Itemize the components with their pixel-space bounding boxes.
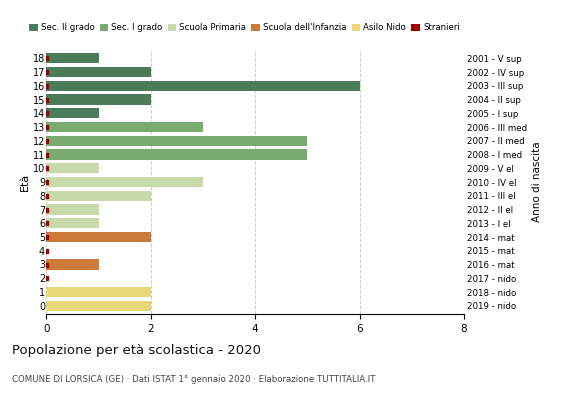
Bar <box>46 80 360 91</box>
Bar <box>46 149 307 160</box>
Bar <box>46 67 151 77</box>
Bar <box>46 108 99 118</box>
Text: COMUNE DI LORSICA (GE) · Dati ISTAT 1° gennaio 2020 · Elaborazione TUTTITALIA.IT: COMUNE DI LORSICA (GE) · Dati ISTAT 1° g… <box>12 375 375 384</box>
Y-axis label: Età: Età <box>20 173 30 191</box>
Legend: Sec. II grado, Sec. I grado, Scuola Primaria, Scuola dell'Infanzia, Asilo Nido, : Sec. II grado, Sec. I grado, Scuola Prim… <box>26 20 463 36</box>
Bar <box>46 218 99 228</box>
Bar <box>46 300 151 311</box>
Bar <box>46 177 203 187</box>
Bar <box>46 53 99 64</box>
Bar <box>46 287 151 297</box>
Bar <box>46 190 151 201</box>
Bar <box>46 122 203 132</box>
Bar <box>46 136 307 146</box>
Y-axis label: Anno di nascita: Anno di nascita <box>532 142 542 222</box>
Bar <box>46 94 151 105</box>
Bar <box>46 232 151 242</box>
Text: Popolazione per età scolastica - 2020: Popolazione per età scolastica - 2020 <box>12 344 260 357</box>
Bar <box>46 163 99 174</box>
Bar <box>46 259 99 270</box>
Bar <box>46 204 99 215</box>
